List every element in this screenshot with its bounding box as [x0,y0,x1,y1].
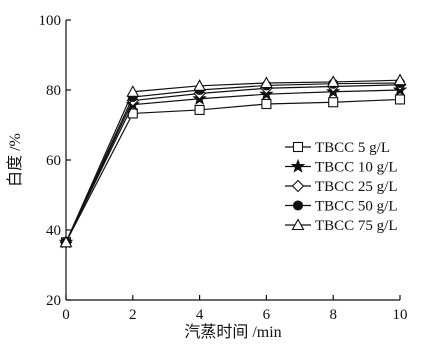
legend-label: TBCC 75 g/L [315,218,398,234]
legend-marker [292,200,304,211]
legend-label: TBCC 25 g/L [315,179,398,195]
x-tick-label: 0 [62,307,70,323]
legend-label: TBCC 5 g/L [315,140,390,156]
legend-marker [292,141,304,153]
x-tick-label: 4 [196,307,204,323]
data-point [126,85,140,97]
series-line [65,82,401,243]
legend-marker [290,158,306,173]
data-point [193,79,207,91]
x-tick-label: 2 [129,307,137,323]
legend-label: TBCC 10 g/L [315,160,398,176]
data-point [261,98,272,110]
legend-label: TBCC 50 g/L [315,199,398,215]
data-point [326,75,340,87]
data-point [328,97,339,108]
series-line [65,79,401,243]
y-tick-label: 100 [39,13,62,29]
legend-marker [291,218,305,231]
legend-marker [291,179,305,193]
y-tick-label: 40 [46,223,61,239]
legend: TBCC 5 g/L TBCC 10 g/L TBCC 25 g/L TBCC 50 … [285,140,398,234]
data-point [194,104,205,115]
data-point [59,235,73,248]
series-line [65,89,401,243]
axis-ticks: 20 40 60 80 100 0 2 4 6 8 10 [39,13,408,323]
legend-item: TBCC 75 g/L [285,218,398,234]
series-line [65,98,401,243]
legend-item: TBCC 10 g/L [285,158,398,176]
y-tick-label: 20 [46,293,61,309]
data-point [259,76,273,89]
series-line [65,84,401,243]
data-series [58,73,408,249]
legend-item: TBCC 25 g/L [285,179,398,195]
series-1 [60,94,406,248]
data-point [394,94,406,105]
x-tick-label: 10 [393,307,408,323]
legend-item: TBCC 50 g/L [285,199,398,215]
x-axis-title: 汽蒸时间 /min [184,323,281,341]
x-tick-label: 6 [263,307,271,323]
y-tick-label: 80 [46,83,61,99]
legend-item: TBCC 5 g/L [285,140,390,156]
y-axis-title: 白度 /% [6,133,24,187]
y-tick-label: 60 [46,153,61,169]
x-tick-label: 8 [329,307,337,323]
series-5 [59,73,407,248]
data-point [393,73,407,86]
